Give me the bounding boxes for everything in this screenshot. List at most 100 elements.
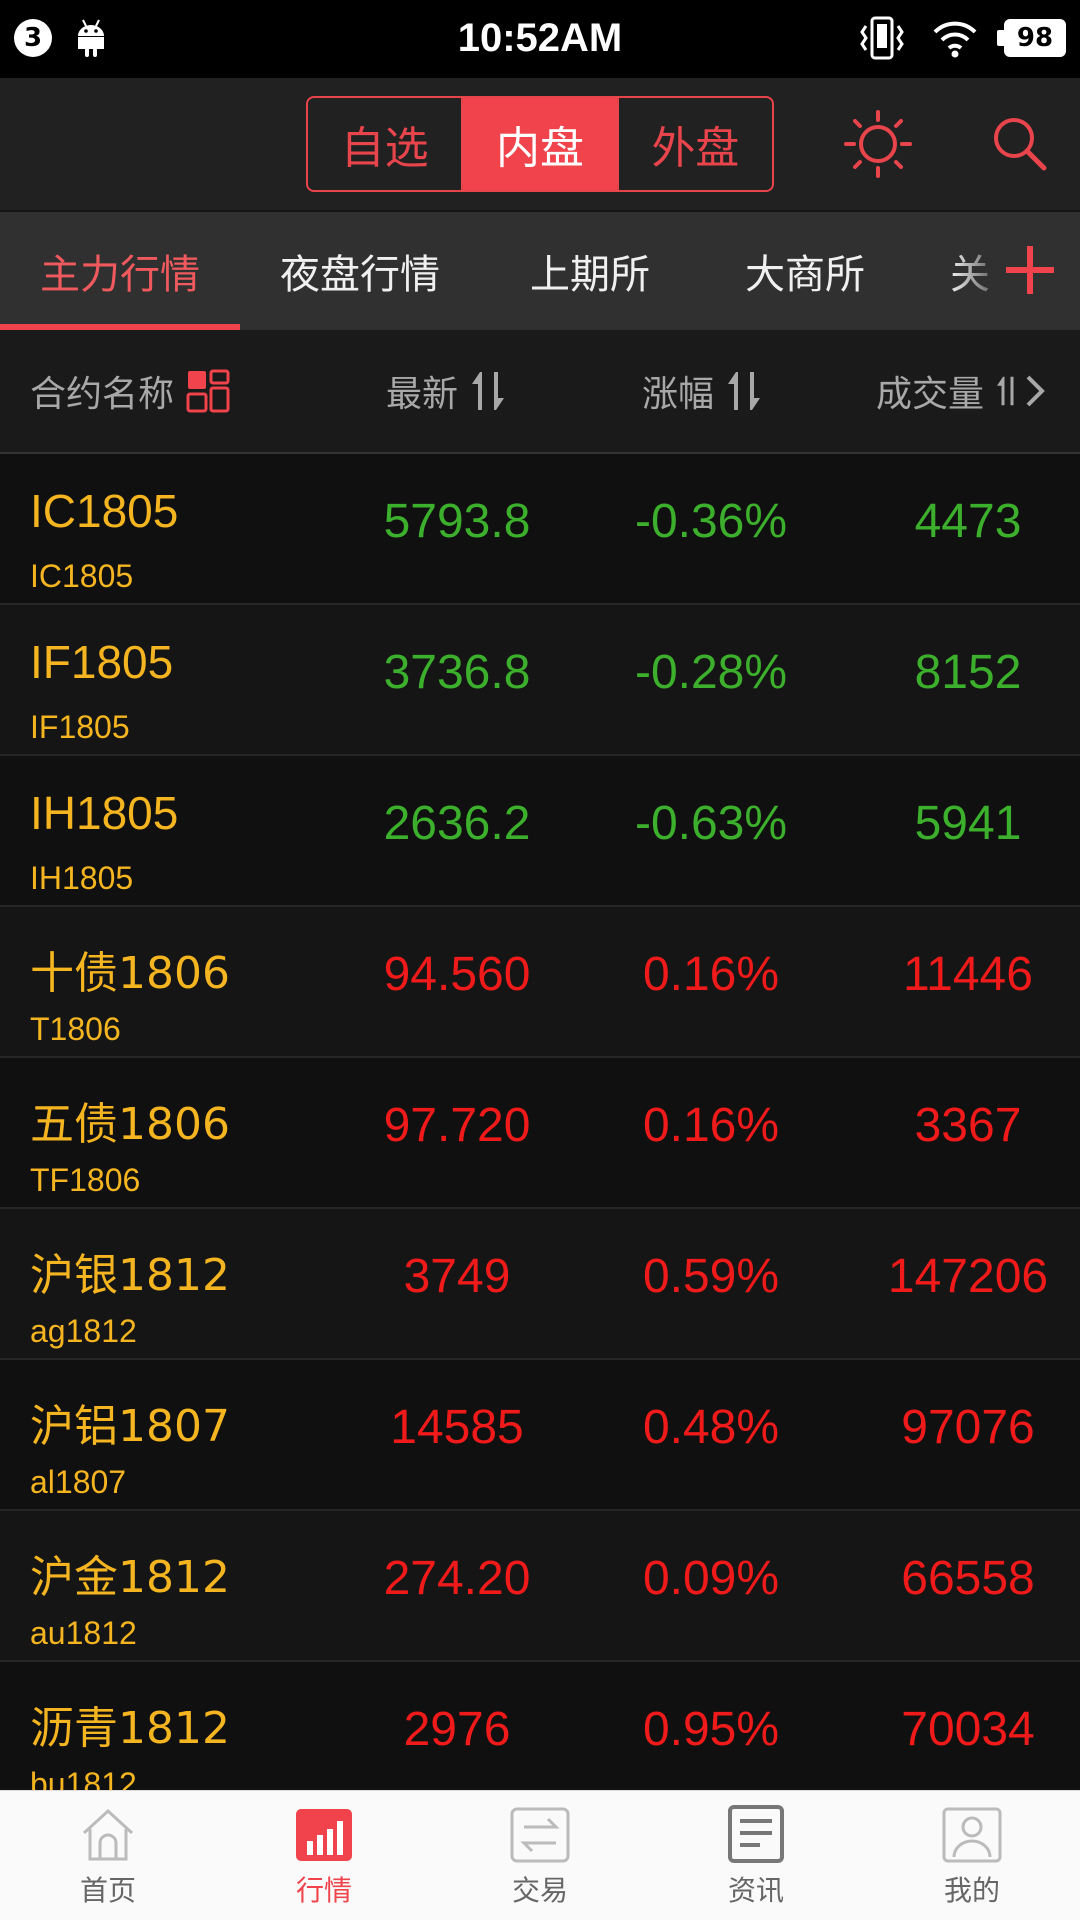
contract-name: 沪金1812 [30, 1552, 230, 1603]
wifi-icon [933, 21, 977, 58]
trade-volume: 147206 [887, 1250, 1049, 1303]
contract-code: TF1806 [30, 1162, 141, 1198]
column-change-label: 涨幅 [642, 374, 715, 415]
nav-profile[interactable]: 我的 [864, 1791, 1080, 1920]
price-change: 0.95% [642, 1703, 780, 1756]
price-change: 0.09% [642, 1552, 780, 1605]
nav-home[interactable]: 首页 [0, 1791, 216, 1920]
grid-toggle-icon[interactable] [186, 369, 230, 413]
table-row[interactable]: 沪铝1807 al1807 14585 0.48% 97076 [0, 1360, 1080, 1511]
notification-count-badge: 3 [14, 19, 52, 57]
latest-price: 2976 [403, 1703, 511, 1756]
trade-exchange-icon [510, 1807, 570, 1863]
column-volume-label: 成交量 [876, 374, 985, 415]
trade-volume: 66558 [901, 1552, 1035, 1605]
tab-main-contracts[interactable]: 主力行情 [40, 252, 200, 298]
price-change: 0.48% [642, 1401, 780, 1454]
table-row[interactable]: IF1805 IF1805 3736.8 -0.28% 8152 [0, 605, 1080, 756]
segment-watchlist[interactable]: 自选 [308, 98, 464, 190]
latest-price: 5793.8 [383, 495, 531, 548]
price-change: 0.16% [642, 948, 780, 1001]
table-row[interactable]: 五债1806 TF1806 97.720 0.16% 3367 [0, 1058, 1080, 1209]
column-price-label: 最新 [386, 374, 459, 415]
contract-name: IF1805 [30, 636, 174, 688]
contract-name: 沪铝1807 [30, 1401, 230, 1452]
status-bar: 3 10:52AM 98 [0, 0, 1080, 78]
plus-icon[interactable] [1002, 242, 1058, 298]
price-change: 0.59% [642, 1250, 780, 1303]
column-name-label: 合约名称 [30, 374, 175, 415]
column-price[interactable]: 最新 [386, 330, 508, 452]
latest-price: 3736.8 [383, 646, 531, 699]
bottom-navigation: 首页 行情 交易 资讯 我的 [0, 1790, 1080, 1920]
search-icon[interactable] [984, 108, 1056, 180]
tab-dce[interactable]: 大商所 [745, 252, 865, 298]
latest-price: 97.720 [383, 1099, 531, 1152]
sort-icon [472, 372, 505, 410]
contract-code: al1807 [30, 1464, 127, 1500]
contract-code: IF1805 [30, 709, 130, 745]
nav-news[interactable]: 资讯 [648, 1791, 864, 1920]
nav-market[interactable]: 行情 [216, 1791, 432, 1920]
nav-trade-label: 交易 [511, 1874, 568, 1907]
tab-shfe[interactable]: 上期所 [530, 252, 650, 298]
category-tabs: 主力行情 夜盘行情 上期所 大商所 关 [0, 212, 1080, 330]
segment-foreign[interactable]: 外盘 [651, 123, 740, 174]
contract-name: 沪银1812 [30, 1250, 230, 1301]
status-right: 98 [858, 16, 1066, 60]
contract-name: 沥青1812 [30, 1703, 230, 1754]
table-row[interactable]: IC1805 IC1805 5793.8 -0.36% 4473 [0, 454, 1080, 605]
nav-market-label: 行情 [295, 1874, 352, 1907]
status-left: 3 [14, 18, 108, 58]
sun-icon[interactable] [842, 108, 914, 180]
contract-code: bu1812 [30, 1766, 137, 1790]
table-row[interactable]: IH1805 IH1805 2636.2 -0.63% 5941 [0, 756, 1080, 907]
contract-name: 十债1806 [30, 948, 230, 999]
nav-trade[interactable]: 交易 [432, 1791, 648, 1920]
active-tab-underline [0, 324, 240, 330]
column-header: 合约名称 最新 涨幅 成交量 [0, 330, 1080, 454]
trade-volume: 5941 [914, 797, 1022, 850]
contract-code: IC1805 [30, 558, 134, 594]
trade-volume: 8152 [914, 646, 1022, 699]
trade-volume: 3367 [914, 1099, 1022, 1152]
contract-code: au1812 [30, 1615, 137, 1651]
contract-code: ag1812 [30, 1313, 137, 1349]
status-time: 10:52AM [457, 16, 623, 60]
trade-volume: 4473 [914, 495, 1022, 548]
sort-icon [997, 376, 1014, 406]
segment-domestic[interactable]: 内盘 [463, 98, 619, 190]
vibrate-icon [860, 16, 904, 60]
android-icon [78, 19, 104, 57]
column-change[interactable]: 涨幅 [642, 330, 764, 452]
latest-price: 2636.2 [383, 797, 531, 850]
tab-night-session[interactable]: 夜盘行情 [280, 252, 440, 298]
contract-code: IH1805 [30, 860, 134, 896]
home-icon [82, 1808, 134, 1861]
nav-home-label: 首页 [79, 1874, 136, 1907]
price-change: -0.28% [634, 646, 788, 699]
table-row[interactable]: 沥青1812 bu1812 2976 0.95% 70034 [0, 1662, 1080, 1790]
profile-icon [942, 1807, 1002, 1863]
price-change: -0.36% [634, 495, 788, 548]
nav-profile-label: 我的 [943, 1874, 1000, 1907]
sort-icon [728, 372, 761, 410]
column-volume[interactable]: 成交量 [876, 330, 1046, 452]
top-header: 自选 内盘 外盘 [0, 78, 1080, 210]
contract-name: IH1805 [30, 787, 179, 839]
latest-price: 3749 [403, 1250, 511, 1303]
chevron-right-icon[interactable] [1024, 371, 1046, 411]
trade-volume: 11446 [903, 948, 1033, 1001]
contract-name: IC1805 [30, 485, 179, 537]
trade-volume: 70034 [901, 1703, 1035, 1756]
market-segment-control: 自选 内盘 外盘 [306, 96, 774, 192]
column-name[interactable]: 合约名称 [30, 330, 230, 452]
nav-news-label: 资讯 [727, 1874, 784, 1907]
table-row[interactable]: 沪银1812 ag1812 3749 0.59% 147206 [0, 1209, 1080, 1360]
table-row[interactable]: 十债1806 T1806 94.560 0.16% 11446 [0, 907, 1080, 1058]
contract-name: 五债1806 [30, 1099, 230, 1150]
table-row[interactable]: 沪金1812 au1812 274.20 0.09% 66558 [0, 1511, 1080, 1662]
price-change: -0.63% [634, 797, 788, 850]
quote-table: IC1805 IC1805 5793.8 -0.36% 4473 IF1805 IF1805… [0, 454, 1080, 1790]
market-chart-icon [296, 1809, 352, 1861]
